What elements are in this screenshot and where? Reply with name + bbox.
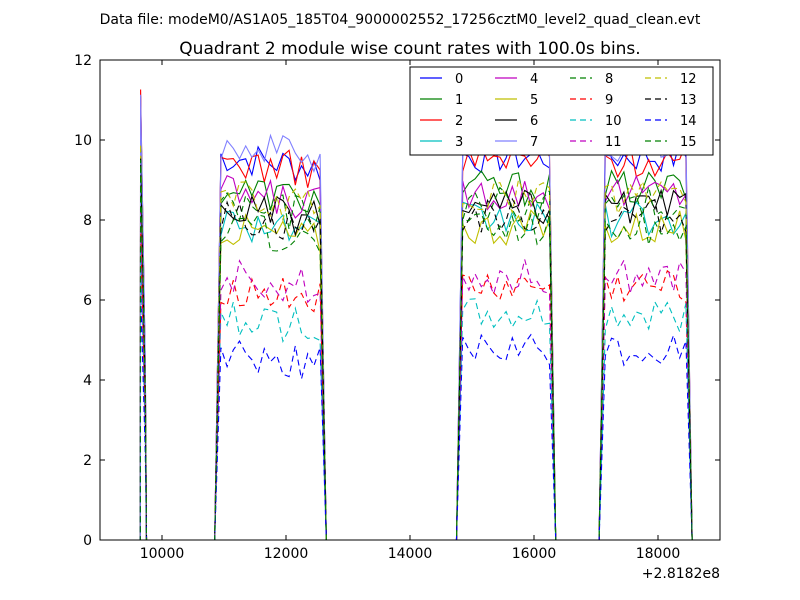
x-axis-offset-label: +2.8182e8 [642, 566, 720, 582]
y-tick-label: 12 [74, 53, 92, 69]
series-line-8 [134, 149, 693, 541]
legend-label-13: 13 [680, 93, 697, 108]
x-axis-ticks: 10000 12000 14000 16000 18000 [140, 60, 681, 562]
series-line-1 [134, 122, 693, 541]
x-tick-label: 10000 [140, 546, 185, 562]
series-line-11 [134, 205, 693, 541]
y-tick-label: 0 [83, 533, 92, 549]
y-tick-label: 8 [83, 213, 92, 229]
series-line-7 [134, 94, 693, 541]
series-line-5 [134, 165, 693, 541]
series-line-2 [134, 89, 693, 541]
y-tick-label: 4 [83, 373, 92, 389]
y-tick-label: 6 [83, 293, 92, 309]
legend-label-6: 6 [530, 114, 538, 129]
series-line-3 [134, 168, 693, 541]
plot-lines [134, 89, 693, 541]
legend-label-2: 2 [455, 114, 463, 129]
series-line-13 [134, 158, 693, 541]
legend-label-9: 9 [605, 93, 613, 108]
x-tick-label: 18000 [636, 546, 681, 562]
legend-label-12: 12 [680, 72, 697, 87]
series-line-10 [134, 250, 693, 541]
legend-label-1: 1 [455, 93, 463, 108]
series-line-12 [134, 143, 693, 541]
y-tick-label: 2 [83, 453, 92, 469]
legend-label-3: 3 [455, 135, 463, 150]
chart-title: Quadrant 2 module wise count rates with … [179, 39, 640, 59]
legend-label-4: 4 [530, 72, 538, 87]
legend-label-0: 0 [455, 72, 463, 87]
x-tick-label: 14000 [388, 546, 433, 562]
legend-box [409, 66, 714, 156]
legend-label-14: 14 [680, 114, 697, 129]
chart-suptitle: Data file: modeM0/AS1A05_185T04_90000025… [100, 12, 701, 28]
series-line-15 [134, 159, 693, 541]
legend-label-15: 15 [680, 135, 697, 150]
legend-label-5: 5 [530, 93, 538, 108]
series-line-4 [134, 134, 693, 541]
legend-label-10: 10 [605, 114, 622, 129]
legend-label-8: 8 [605, 72, 613, 87]
x-tick-label: 16000 [512, 546, 557, 562]
legend-label-7: 7 [530, 135, 538, 150]
x-tick-label: 12000 [264, 546, 309, 562]
legend-label-11: 11 [605, 135, 622, 150]
y-tick-label: 10 [74, 133, 92, 149]
series-line-0 [134, 96, 693, 541]
